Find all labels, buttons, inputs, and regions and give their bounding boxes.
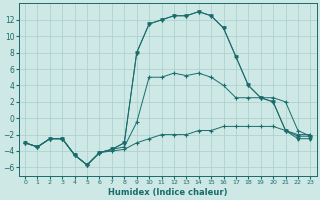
X-axis label: Humidex (Indice chaleur): Humidex (Indice chaleur) [108,188,228,197]
